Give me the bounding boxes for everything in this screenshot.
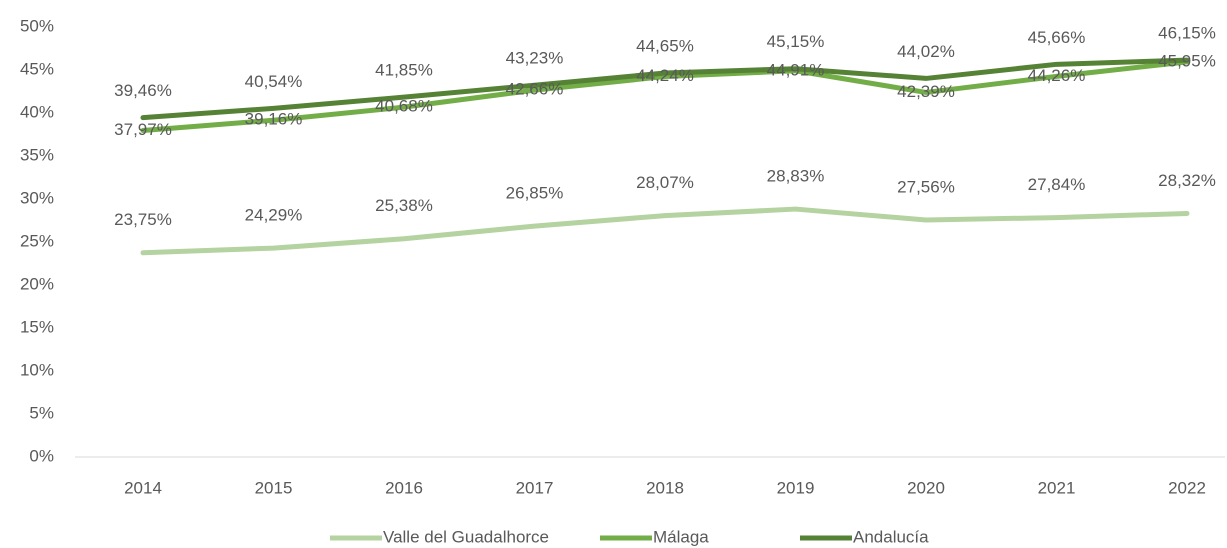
data-label: 28,83%: [767, 167, 825, 186]
x-tick-label: 2022: [1168, 478, 1206, 497]
y-tick-label: 40%: [20, 102, 54, 121]
x-tick-label: 2016: [385, 478, 423, 497]
data-label: 26,85%: [506, 184, 564, 203]
x-tick-label: 2017: [516, 478, 554, 497]
y-tick-label: 35%: [20, 145, 54, 164]
data-label: 42,66%: [506, 80, 564, 99]
data-label: 44,24%: [636, 66, 694, 85]
data-label: 40,54%: [245, 72, 303, 91]
series-line: [140, 206, 1190, 256]
y-tick-label: 20%: [20, 274, 54, 293]
data-label: 44,02%: [897, 42, 955, 61]
y-tick-label: 0%: [29, 446, 54, 465]
data-label: 28,32%: [1158, 171, 1216, 190]
data-label: 42,39%: [897, 82, 955, 101]
data-label: 45,66%: [1028, 28, 1086, 47]
data-label: 27,84%: [1028, 175, 1086, 194]
y-tick-label: 45%: [20, 59, 54, 78]
y-tick-label: 10%: [20, 360, 54, 379]
y-tick-label: 15%: [20, 317, 54, 336]
data-label: 44,91%: [767, 60, 825, 79]
data-label: 44,26%: [1028, 66, 1086, 85]
data-label: 40,68%: [375, 97, 433, 116]
y-tick-label: 5%: [29, 403, 54, 422]
x-tick-label: 2018: [646, 478, 684, 497]
data-label: 23,75%: [114, 210, 172, 229]
data-label: 28,07%: [636, 173, 694, 192]
data-label: 39,46%: [114, 81, 172, 100]
legend-label: Málaga: [653, 527, 709, 546]
legend-label: Valle del Guadalhorce: [383, 527, 549, 546]
series-line: [140, 57, 1190, 121]
x-tick-label: 2021: [1038, 478, 1076, 497]
data-label: 46,15%: [1158, 24, 1216, 43]
y-tick-label: 30%: [20, 188, 54, 207]
x-tick-label: 2014: [124, 478, 162, 497]
data-label: 41,85%: [375, 61, 433, 80]
data-label: 45,15%: [767, 32, 825, 51]
x-tick-label: 2015: [255, 478, 293, 497]
data-label: 44,65%: [636, 36, 694, 55]
y-tick-label: 50%: [20, 16, 54, 35]
x-tick-label: 2019: [777, 478, 815, 497]
data-label: 43,23%: [506, 49, 564, 68]
data-label: 27,56%: [897, 177, 955, 196]
data-label: 37,97%: [114, 120, 172, 139]
series-line: [140, 59, 1190, 133]
data-label: 24,29%: [245, 206, 303, 225]
data-label: 45,95%: [1158, 51, 1216, 70]
data-label: 39,16%: [245, 110, 303, 129]
data-label: 25,38%: [375, 196, 433, 215]
legend-label: Andalucía: [853, 527, 929, 546]
y-tick-label: 25%: [20, 231, 54, 250]
x-tick-label: 2020: [907, 478, 945, 497]
